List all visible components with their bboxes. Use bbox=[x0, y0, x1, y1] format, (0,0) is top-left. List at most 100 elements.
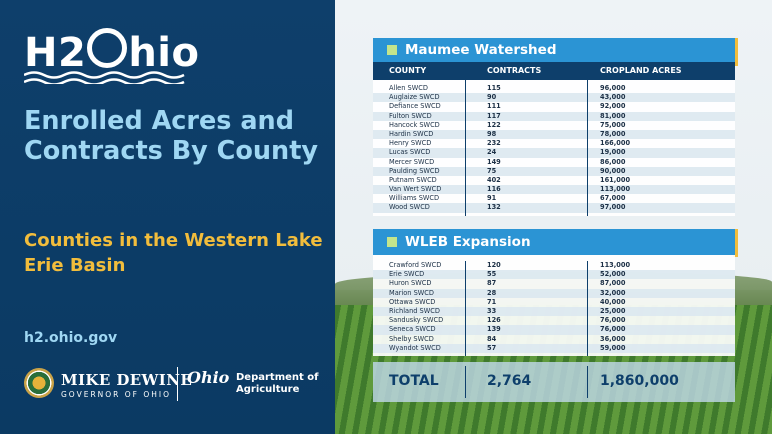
table-row: Crawford SWCD 120 113,000 bbox=[373, 261, 735, 270]
department-line-1: Department of bbox=[236, 372, 319, 383]
page-title: Enrolled Acres and Contracts By County bbox=[24, 106, 319, 166]
county-cell: Henry SWCD bbox=[389, 139, 432, 148]
table-row: Wood SWCD 132 97,000 bbox=[373, 203, 735, 213]
county-cell: Allen SWCD bbox=[389, 84, 428, 92]
table-row: Paulding SWCD 75 90,000 bbox=[373, 166, 735, 176]
county-cell: Defiance SWCD bbox=[389, 102, 441, 111]
table-row: Richland SWCD 33 25,000 bbox=[373, 306, 735, 317]
column-divider bbox=[587, 80, 588, 216]
acres-cell: 36,000 bbox=[600, 334, 626, 343]
right-panel: Maumee Watershed COUNTY CONTRACTS CROPLA… bbox=[335, 0, 772, 434]
square-icon bbox=[387, 237, 397, 247]
logo-text-h2: H2 bbox=[24, 30, 87, 76]
acres-cell: 59,000 bbox=[600, 343, 626, 352]
county-cell: Shelby SWCD bbox=[389, 334, 434, 343]
acres-cell: 87,000 bbox=[600, 279, 626, 288]
acres-cell: 96,000 bbox=[600, 84, 626, 92]
maumee-title: Maumee Watershed bbox=[405, 42, 557, 58]
left-panel: H2 hio Enrolled Acres and Contracts By Co… bbox=[0, 0, 335, 434]
county-cell: Lucas SWCD bbox=[389, 148, 431, 157]
waves-icon bbox=[24, 71, 185, 84]
table-row: Hancock SWCD 122 75,000 bbox=[373, 121, 735, 130]
acres-cell: 113,000 bbox=[600, 185, 631, 194]
footer-branding: MIKE DEWINE GOVERNOR OF OHIO Ohio Depart… bbox=[24, 366, 324, 406]
county-cell: Richland SWCD bbox=[389, 306, 440, 315]
table-row: Auglaize SWCD 90 43,000 bbox=[373, 93, 735, 103]
table-row: Hardin SWCD 98 78,000 bbox=[373, 129, 735, 140]
wleb-title: WLEB Expansion bbox=[405, 234, 531, 250]
county-cell: Crawford SWCD bbox=[389, 261, 442, 269]
table-row: Lucas SWCD 24 19,000 bbox=[373, 148, 735, 158]
h2ohio-logo: H2 hio bbox=[24, 28, 199, 76]
table-row: Mercer SWCD 149 86,000 bbox=[373, 158, 735, 167]
acres-cell: 32,000 bbox=[600, 288, 626, 297]
acres-cell: 86,000 bbox=[600, 157, 626, 166]
contracts-cell: 87 bbox=[487, 279, 497, 288]
acres-cell: 76,000 bbox=[600, 325, 626, 334]
contracts-cell: 115 bbox=[487, 84, 501, 92]
ohio-logo-icon: Ohio bbox=[187, 368, 230, 387]
contracts-cell: 402 bbox=[487, 175, 501, 184]
county-cell: Erie SWCD bbox=[389, 270, 425, 279]
table-row: Van Wert SWCD 116 113,000 bbox=[373, 185, 735, 195]
contracts-cell: 24 bbox=[487, 148, 497, 157]
contracts-cell: 75 bbox=[487, 166, 497, 175]
acres-cell: 52,000 bbox=[600, 270, 626, 279]
contracts-cell: 28 bbox=[487, 288, 497, 297]
contracts-cell: 132 bbox=[487, 203, 501, 212]
accent-bar-maumee bbox=[733, 38, 738, 66]
table-row: Williams SWCD 91 67,000 bbox=[373, 194, 735, 203]
wleb-rows: Crawford SWCD 120 113,000 Erie SWCD 55 52,000… bbox=[373, 261, 735, 356]
acres-cell: 75,000 bbox=[600, 120, 626, 129]
total-divider-2 bbox=[587, 366, 588, 398]
accent-bar-wleb bbox=[733, 229, 738, 257]
county-cell: Hancock SWCD bbox=[389, 120, 440, 129]
county-cell: Seneca SWCD bbox=[389, 325, 436, 334]
table-row: Marion SWCD 28 32,000 bbox=[373, 288, 735, 298]
acres-cell: 67,000 bbox=[600, 194, 626, 203]
table-row: Shelby SWCD 84 36,000 bbox=[373, 335, 735, 344]
square-icon bbox=[387, 45, 397, 55]
table-row: Wyandot SWCD 57 59,000 bbox=[373, 343, 735, 353]
table-row: Fulton SWCD 117 81,000 bbox=[373, 111, 735, 121]
logo-o-ring bbox=[87, 28, 128, 68]
acres-cell: 43,000 bbox=[600, 93, 626, 102]
table-row: Ottawa SWCD 71 40,000 bbox=[373, 298, 735, 307]
acres-cell: 161,000 bbox=[600, 175, 631, 184]
acres-cell: 76,000 bbox=[600, 316, 626, 325]
column-contracts: CONTRACTS bbox=[487, 66, 542, 75]
contracts-cell: 84 bbox=[487, 334, 497, 343]
column-county: COUNTY bbox=[389, 66, 427, 75]
county-cell: Putnam SWCD bbox=[389, 175, 437, 184]
department-line-2: Agriculture bbox=[236, 384, 300, 395]
county-cell: Wood SWCD bbox=[389, 203, 430, 212]
contracts-cell: 98 bbox=[487, 129, 497, 138]
contracts-cell: 139 bbox=[487, 325, 501, 334]
county-cell: Hardin SWCD bbox=[389, 129, 434, 138]
county-cell: Ottawa SWCD bbox=[389, 297, 436, 306]
acres-cell: 97,000 bbox=[600, 203, 626, 212]
county-cell: Sandusky SWCD bbox=[389, 316, 444, 325]
acres-cell: 40,000 bbox=[600, 297, 626, 306]
total-divider-1 bbox=[465, 366, 466, 398]
county-cell: Paulding SWCD bbox=[389, 166, 440, 175]
total-label: TOTAL bbox=[389, 373, 439, 389]
table-row: Henry SWCD 232 166,000 bbox=[373, 139, 735, 148]
contracts-cell: 120 bbox=[487, 261, 501, 269]
total-row: TOTAL 2,764 1,860,000 bbox=[373, 362, 735, 402]
acres-cell: 113,000 bbox=[600, 261, 631, 269]
contracts-cell: 149 bbox=[487, 157, 501, 166]
contracts-cell: 55 bbox=[487, 270, 497, 279]
maumee-rows: Allen SWCD 115 96,000 Auglaize SWCD 90 43,000… bbox=[373, 80, 735, 216]
maumee-header: Maumee Watershed bbox=[373, 38, 735, 62]
table-row: Erie SWCD 55 52,000 bbox=[373, 270, 735, 280]
contracts-cell: 71 bbox=[487, 297, 497, 306]
acres-cell: 25,000 bbox=[600, 306, 626, 315]
website-link[interactable]: h2.ohio.gov bbox=[24, 330, 118, 346]
table-row: Huron SWCD 87 87,000 bbox=[373, 279, 735, 288]
table-row: Seneca SWCD 139 76,000 bbox=[373, 325, 735, 335]
county-cell: Van Wert SWCD bbox=[389, 185, 442, 194]
table-row: Allen SWCD 115 96,000 bbox=[373, 84, 735, 93]
table-row: Putnam SWCD 402 161,000 bbox=[373, 176, 735, 185]
contracts-cell: 33 bbox=[487, 306, 497, 315]
